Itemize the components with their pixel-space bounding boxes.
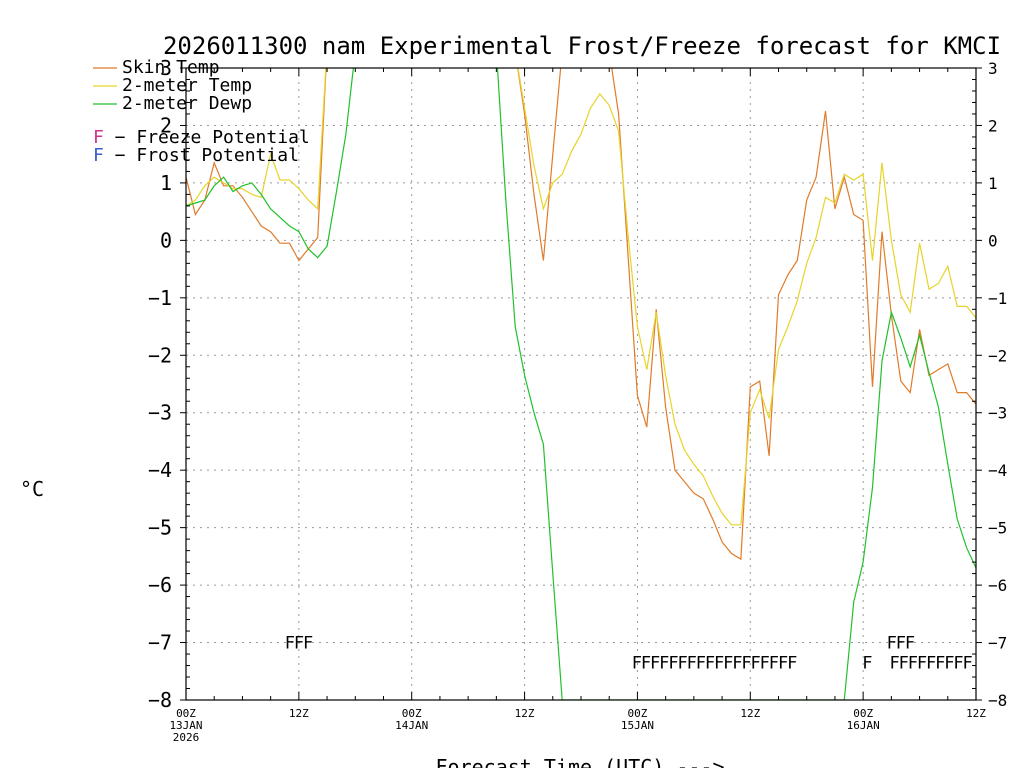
potential-legend-letter: F [93,145,104,166]
series-clip-group [186,68,976,700]
freeze-flag-run: FFFFFFFFFFFFFFFFFF [632,653,797,673]
y-tick-label-right: −7 [988,634,1007,653]
axis-layer: 3 3 2 2 1 1 0 0 −1 −1 −2 −2 −3 −3 −4 −4 −5 −5 −6 −6 −7 −7 −8 −8… [148,56,1007,744]
y-tick-label-left: 2 [160,113,172,137]
legend-label-2: 2-meter Dewp [122,93,252,114]
y-tick-label-right: −2 [988,346,1007,365]
y-tick-label-right: −5 [988,519,1007,538]
series-layer [186,68,976,700]
x-tick-label-line1: 00Z [176,707,196,720]
y-tick-label-left: −8 [148,688,172,712]
plot-frame [185,67,977,701]
y-tick-label-right: −3 [988,404,1007,423]
series-line-2-meter-temp [186,68,976,526]
y-tick-label-left: −2 [148,343,172,367]
legend-label-1: 2-meter Temp [122,75,252,96]
potential-legend-text: − Freeze Potential [104,127,310,148]
potential-legend-0: F − Freeze Potential [93,127,310,148]
y-tick-label-left: 0 [160,228,172,252]
y-tick-label-right: 2 [988,116,998,135]
x-tick-label-line1: 00Z [627,707,647,720]
y-tick-label-left: −5 [148,516,172,540]
x-tick-label-line2: 13JAN [169,719,202,732]
y-tick-label-right: −6 [988,576,1007,595]
x-tick-label-line2: 16JAN [847,719,880,732]
y-tick-label-left: 1 [160,171,172,195]
y-axis-label: °C [20,477,44,501]
legend-label-0: Skin Temp [122,57,220,78]
x-tick-label-line2: 15JAN [621,719,654,732]
y-tick-label-left: −3 [148,401,172,425]
y-tick-label-right: −1 [988,289,1007,308]
y-tick-label-left: −7 [148,631,172,655]
x-tick-label-line1: 00Z [402,707,422,720]
grid-layer [186,68,976,700]
y-tick-label-left: 3 [160,56,172,80]
chart-title: 2026011300 nam Experimental Frost/Freeze… [163,32,1001,60]
freeze-flag-run: FFFFFFFFF [889,653,972,673]
frost-flag-run: FFF [285,633,313,653]
y-tick-label-right: 0 [988,231,998,250]
y-tick-label-right: −8 [988,691,1007,710]
y-tick-label-left: −1 [148,286,172,310]
x-tick-label-line1: 12Z [966,707,986,720]
freeze-flag-run: F [862,653,872,673]
x-tick-label-line1: 12Z [740,707,760,720]
y-tick-label-right: 1 [988,174,998,193]
y-tick-label-left: −6 [148,573,172,597]
series-line-2-meter-dewp [186,68,976,700]
x-tick-label-line1: 12Z [515,707,535,720]
x-tick-label-line1: 12Z [289,707,309,720]
x-tick-label-line2: 14JAN [395,719,428,732]
frost-flag-run: FFF [887,633,915,653]
series-line-skin-temp [186,68,976,561]
y-tick-label-right: −4 [988,461,1007,480]
x-tick-label-line1: 00Z [853,707,873,720]
y-tick-label-left: −4 [148,458,172,482]
potential-legend-text: − Frost Potential [104,145,299,166]
x-axis-label: Forecast Time (UTC) ---> [436,755,725,768]
potential-legend-1: F − Frost Potential [93,145,299,166]
potential-legend-letter: F [93,127,104,148]
y-tick-label-right: 3 [988,59,998,78]
x-tick-label-line3: 2026 [173,731,200,744]
